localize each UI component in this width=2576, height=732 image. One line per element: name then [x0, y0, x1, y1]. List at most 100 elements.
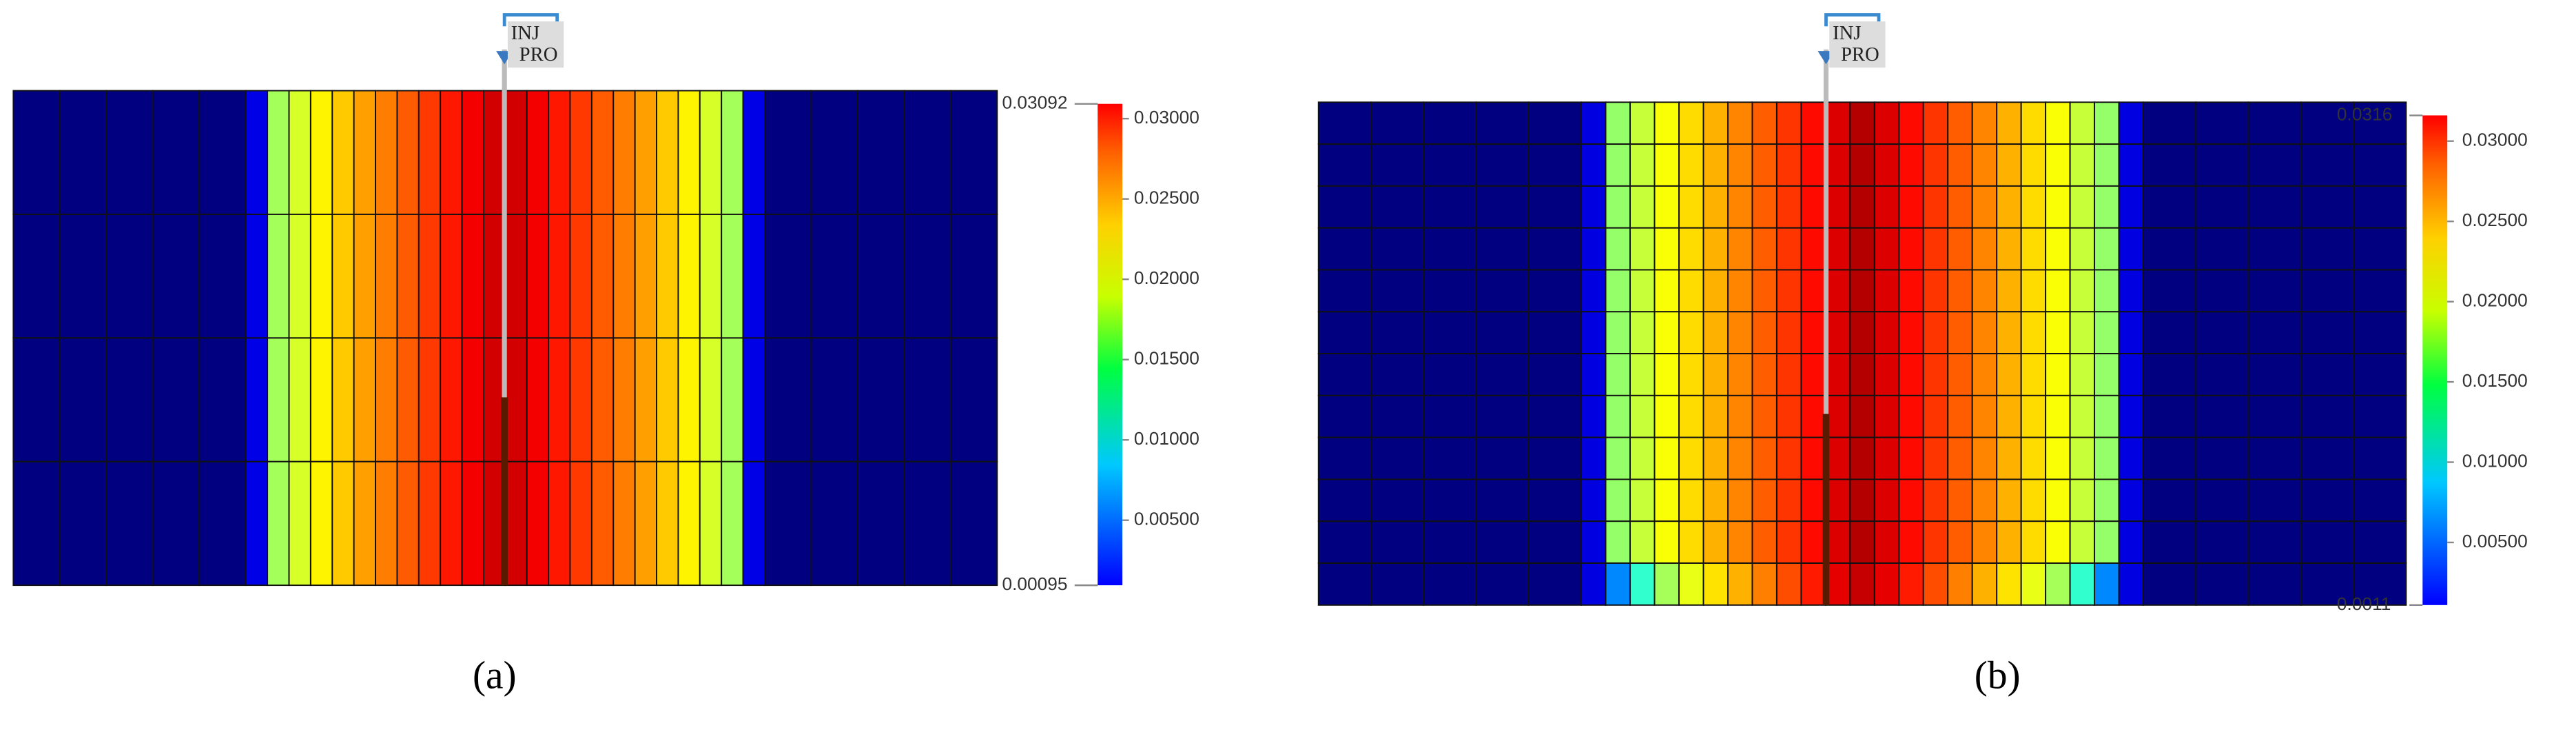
cell: [2353, 185, 2407, 229]
cell: [1370, 143, 1425, 187]
cell: [1922, 394, 1949, 438]
cell: [1605, 394, 1631, 438]
cell: [699, 90, 723, 215]
cell: [2045, 185, 2071, 229]
cell: [1580, 394, 1607, 438]
cell: [2069, 269, 2096, 313]
cell: [1775, 269, 1802, 313]
cell: [1947, 353, 1973, 396]
cell: [569, 460, 593, 587]
cell: [1800, 394, 1826, 438]
cell: [903, 90, 951, 215]
cell: [2300, 311, 2355, 355]
cell: [1873, 353, 1900, 396]
cell: [1629, 185, 1656, 229]
cell: [2045, 353, 2071, 396]
cell: [353, 90, 377, 215]
cell: [1922, 562, 1949, 606]
cell: [1527, 520, 1583, 564]
cell: [2247, 353, 2302, 396]
cell: [396, 213, 420, 339]
cell: [1527, 227, 1583, 271]
cell: [1423, 562, 1477, 606]
cell: [548, 337, 571, 462]
cell: [1317, 394, 1372, 438]
cell: [461, 90, 484, 215]
cell: [396, 90, 420, 215]
cell: [1947, 143, 1973, 187]
cell: [590, 460, 615, 587]
cell: [1996, 143, 2022, 187]
cell: [1751, 394, 1778, 438]
cell: [1947, 101, 1973, 145]
cell: [656, 213, 679, 339]
cell: [2353, 478, 2407, 522]
cell: [1629, 101, 1656, 145]
cell: [1580, 520, 1607, 564]
panel-label: (a): [473, 654, 517, 698]
cell: [1702, 101, 1729, 145]
cell: [1678, 394, 1704, 438]
cell: [1824, 311, 1851, 355]
cell: [1370, 101, 1425, 145]
cell: [105, 90, 154, 215]
cell: [353, 337, 377, 462]
cell: [267, 460, 290, 587]
cell: [2300, 353, 2355, 396]
cell: [1678, 311, 1704, 355]
cell: [590, 90, 615, 215]
cell: [2069, 478, 2096, 522]
cell: [152, 337, 200, 462]
cell: [1775, 394, 1802, 438]
cell: [1873, 520, 1900, 564]
cell: [1849, 394, 1875, 438]
cell: [1527, 394, 1583, 438]
cell: [2300, 520, 2355, 564]
cell: [245, 213, 269, 339]
cell: [2247, 436, 2302, 480]
cell: [1996, 353, 2022, 396]
cell: [1996, 478, 2022, 522]
cell: [2195, 478, 2249, 522]
cell: [152, 90, 200, 215]
cell: [1751, 520, 1778, 564]
cell: [548, 213, 571, 339]
cell: [2353, 101, 2407, 145]
colorbar-tick-label: 0.02500: [1134, 187, 1199, 208]
cell: [1605, 143, 1631, 187]
cell: [1751, 311, 1778, 355]
cell: [1527, 269, 1583, 313]
cell: [949, 90, 998, 215]
cell: [2094, 436, 2120, 480]
cell: [309, 337, 333, 462]
cell: [1922, 185, 1949, 229]
cell: [1996, 269, 2022, 313]
cell: [1800, 185, 1826, 229]
cell: [1678, 478, 1704, 522]
cell: [2094, 269, 2120, 313]
cell: [1898, 143, 1924, 187]
cell: [1605, 562, 1631, 606]
cell: [1702, 269, 1729, 313]
cell: [2247, 478, 2302, 522]
cell: [198, 90, 247, 215]
cell: [1678, 520, 1704, 564]
cell: [1653, 562, 1680, 606]
well-bottom: [1822, 414, 1830, 605]
cell: [526, 90, 550, 215]
cell: [1849, 562, 1875, 606]
colorbar-tick-label: 0.00500: [2462, 531, 2528, 551]
cell: [1423, 353, 1477, 396]
cell: [288, 213, 311, 339]
cell: [2143, 227, 2197, 271]
cell: [677, 213, 701, 339]
cell: [1629, 394, 1656, 438]
cell: [1527, 562, 1583, 606]
cell: [590, 337, 615, 462]
cell: [2195, 562, 2249, 606]
cell: [1947, 185, 1973, 229]
cell: [2045, 311, 2071, 355]
colorbar-limit-label: 0.0316: [2337, 103, 2392, 124]
cell: [1317, 311, 1372, 355]
